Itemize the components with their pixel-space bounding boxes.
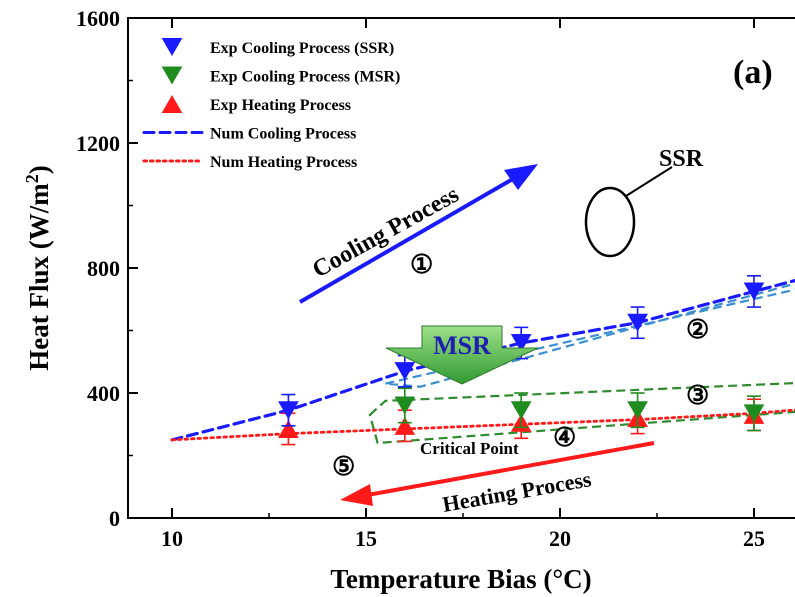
y-tick-label: 1200: [76, 131, 120, 156]
data-point-s0: [278, 393, 299, 427]
legend-marker-0: [161, 38, 183, 56]
circled-1: ①: [410, 250, 433, 279]
ssr-leader: [625, 166, 673, 197]
y-tick-label: 1600: [76, 6, 120, 31]
msr-arrow: [385, 325, 539, 385]
x-tick-label: 20: [549, 526, 571, 551]
legend-marker-2: [161, 95, 183, 113]
data-point-s0: [627, 306, 648, 340]
legend-marker-1: [161, 66, 183, 85]
x-tick-label: 25: [743, 526, 765, 551]
data-point-s1: [627, 392, 648, 429]
x-axis-title: Temperature Bias (°C): [330, 564, 591, 594]
legend: Exp Cooling Process (SSR) Exp Cooling Pro…: [142, 38, 400, 171]
marker: [278, 401, 299, 420]
marker: [743, 404, 765, 423]
circled-4: ④: [553, 423, 576, 452]
marker: [278, 419, 299, 438]
legend-label-0: Exp Cooling Process (SSR): [210, 40, 394, 57]
y-tick-label: 0: [109, 506, 120, 531]
cooling-process-label: Cooling Process: [308, 182, 463, 284]
marker: [510, 334, 532, 352]
ssr-circle: [584, 186, 636, 258]
data-point-s1: [394, 387, 416, 424]
marker: [627, 401, 648, 420]
axes: 10152025303540040080012001600: [76, 6, 795, 551]
heating-arrow: [340, 441, 655, 506]
annotation-boxes: [368, 282, 795, 445]
panel-label: (a): [733, 54, 773, 91]
data-point-s1: [743, 395, 765, 432]
marker: [510, 401, 532, 420]
y-tick-label: 800: [87, 256, 120, 281]
data-points: [278, 275, 765, 446]
circled-3: ③: [686, 381, 709, 410]
y-tick-label: 400: [87, 381, 120, 406]
y-axis-title: Heat Flux (W/m2): [22, 165, 54, 370]
legend-label-1: Exp Cooling Process (MSR): [210, 69, 400, 86]
heating-process-label: Heating Process: [441, 466, 594, 517]
marker: [743, 282, 765, 301]
legend-label-4: Num Heating Process: [210, 154, 357, 171]
msr-label: MSR: [433, 331, 491, 360]
marker: [394, 416, 416, 435]
x-tick-label: 15: [355, 526, 377, 551]
circled-2: ②: [686, 315, 709, 344]
marker: [394, 362, 416, 381]
ssr-label: SSR: [659, 146, 704, 172]
critical-point-label: Critical Point: [420, 439, 519, 458]
region-4-box: [368, 381, 795, 445]
region-1-box: [385, 282, 795, 388]
data-point-s0: [743, 275, 765, 308]
x-tick-label: 10: [161, 526, 183, 551]
legend-label-2: Exp Heating Process: [210, 97, 351, 114]
cooling-arrow: [298, 164, 538, 304]
data-point-s1: [510, 392, 532, 429]
circled-5: ⑤: [332, 452, 355, 481]
marker: [394, 396, 416, 415]
series-line-4: [170, 408, 795, 442]
marker: [627, 313, 648, 332]
legend-label-3: Num Cooling Process: [210, 126, 356, 143]
